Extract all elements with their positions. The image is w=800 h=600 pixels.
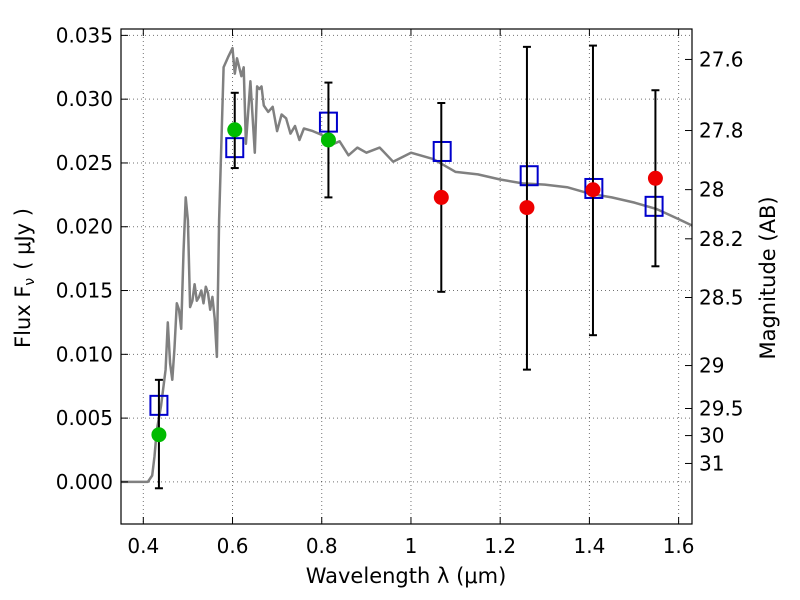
y-tick-label: 0.005 — [56, 406, 113, 430]
x-tick-label: 1.4 — [573, 534, 605, 558]
tick-layer: 0.4 0.6 0.8 1 1.2 1.4 1.6 0.000 0.005 0.010 0.015 0… — [56, 23, 744, 558]
red-data-point — [433, 189, 449, 205]
green-data-point — [151, 427, 167, 443]
model-spectrum-line — [121, 46, 693, 484]
y-tick-label: 0.030 — [56, 87, 113, 111]
y-tick-label: 0.010 — [56, 342, 113, 366]
red-data-point — [585, 182, 601, 198]
mag-tick-label: 29.5 — [699, 396, 744, 420]
plot-frame — [120, 28, 693, 525]
x-tick-label: 0.4 — [127, 534, 159, 558]
y-axis-title-main: Flux F — [11, 286, 35, 348]
x-axis-title: Wavelength λ (μm) — [306, 564, 507, 588]
plot-layer — [121, 44, 693, 490]
mag-tick-label: 27.6 — [699, 47, 744, 71]
mag-tick-label: 28.5 — [699, 285, 744, 309]
y-tick-label: 0.020 — [56, 215, 113, 239]
y-tick-label: 0.000 — [56, 470, 113, 494]
model-photometry-square — [644, 195, 664, 217]
y2-axis-title: Magnitude (AB) — [756, 196, 780, 359]
x-tick-label: 1.6 — [663, 534, 695, 558]
y-axis-title-unit: ( μJy ) — [11, 208, 35, 270]
mag-tick-label: 31 — [699, 451, 724, 475]
x-tick-label: 1 — [405, 534, 418, 558]
mag-tick-label: 29 — [699, 354, 724, 378]
mag-tick-label: 28 — [699, 178, 724, 202]
red-data-point — [519, 200, 535, 216]
y-tick-label: 0.025 — [56, 151, 113, 175]
y-tick-label: 0.035 — [56, 23, 113, 47]
mag-tick-label: 30 — [699, 424, 724, 448]
x-tick-label: 1.2 — [484, 534, 516, 558]
green-data-point — [320, 132, 336, 148]
y-tick-label: 0.015 — [56, 279, 113, 303]
x-tick-label: 0.6 — [217, 534, 249, 558]
y-axis-title: Flux Fν ( μJy ) — [11, 208, 38, 348]
mag-tick-label: 27.8 — [699, 119, 744, 143]
model-photometry-square — [519, 165, 539, 187]
x-tick-label: 0.8 — [306, 534, 338, 558]
green-data-point — [227, 122, 243, 138]
red-data-point — [647, 170, 663, 186]
y-axis-title-subscript: ν — [22, 278, 38, 286]
svg-text:Flux Fν( μJy ): Flux Fν ( μJy ) — [11, 208, 38, 348]
grid-layer — [121, 29, 692, 524]
mag-tick-label: 28.2 — [699, 227, 744, 251]
